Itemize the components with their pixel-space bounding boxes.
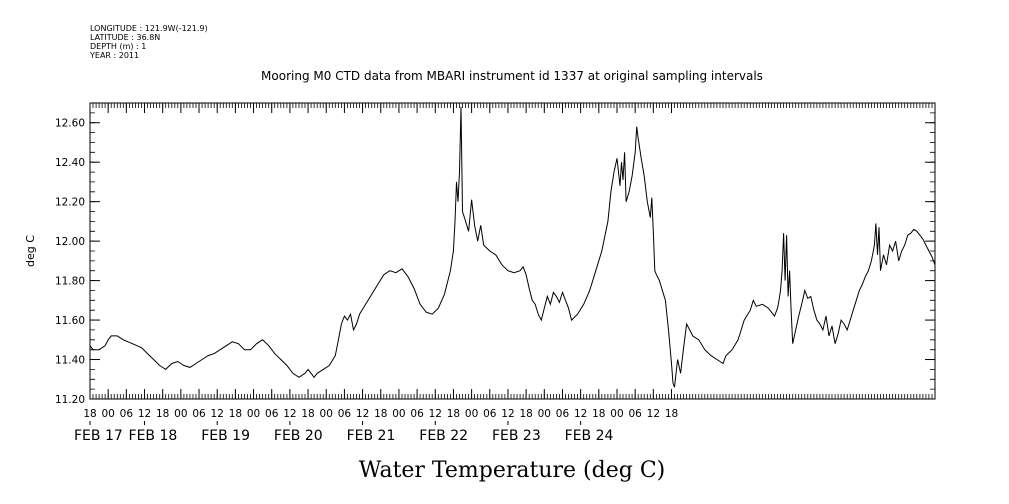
x-tick-label: 12 <box>574 408 587 420</box>
longitude-label: LONGITUDE : 121.9W(-121.9) <box>90 24 208 33</box>
x-tick-label: 00 <box>610 408 623 420</box>
x-tick-label: 12 <box>211 408 224 420</box>
y-tick-label: 12.20 <box>55 197 85 209</box>
minor-tick-marks <box>89 102 936 400</box>
x-tick-label: 18 <box>447 408 460 420</box>
x-tick-label: 00 <box>392 408 405 420</box>
x-tick-label: 18 <box>229 408 242 420</box>
chart-title: Mooring M0 CTD data from MBARI instrumen… <box>261 69 763 83</box>
x-tick-label: 06 <box>410 408 424 420</box>
year-label: YEAR : 2011 <box>89 51 139 60</box>
x-tick-label: 06 <box>120 408 134 420</box>
x-tick-label: 12 <box>647 408 660 420</box>
date-label: FEB 20 <box>274 428 323 444</box>
x-tick-label: 00 <box>320 408 333 420</box>
date-label: FEB 21 <box>347 428 396 444</box>
x-tick-label: 06 <box>265 408 279 420</box>
x-tick-label: 18 <box>301 408 314 420</box>
x-tick-label: 18 <box>83 408 96 420</box>
date-axis: FEB 17 FEB 18 FEB 19 FEB 20 FEB 21 FEB 22 FEB … <box>74 421 614 444</box>
y-axis: 11.20 11.40 11.60 11.80 12.00 12.20 12.40 12.60 <box>55 118 935 406</box>
depth-label: DEPTH (m) : 1 <box>90 42 146 51</box>
x-tick-label: 18 <box>665 408 678 420</box>
x-tick-label: 06 <box>628 408 642 420</box>
x-tick-label: 06 <box>192 408 206 420</box>
minor-ticks <box>89 102 936 400</box>
y-tick-label: 11.20 <box>55 394 85 406</box>
x-tick-label: 00 <box>174 408 187 420</box>
x-tick-label: 18 <box>156 408 169 420</box>
x-tick-label: 06 <box>556 408 570 420</box>
x-tick-label: 06 <box>483 408 497 420</box>
y-tick-label: 11.40 <box>55 355 85 367</box>
date-label: FEB 23 <box>492 428 541 444</box>
chart-subtitle: Water Temperature (deg C) <box>359 458 666 483</box>
x-tick-label: 00 <box>538 408 551 420</box>
x-tick-label: 12 <box>138 408 151 420</box>
y-tick-label: 12.40 <box>55 157 85 169</box>
date-label: FEB 17 <box>74 428 123 444</box>
x-tick-label: 12 <box>356 408 369 420</box>
x-tick-label: 06 <box>338 408 352 420</box>
y-tick-label: 11.60 <box>55 315 85 327</box>
temperature-series-line <box>89 106 936 388</box>
x-tick-label: 18 <box>592 408 605 420</box>
x-tick-label: 00 <box>465 408 478 420</box>
plot-frame <box>89 102 936 400</box>
x-tick-label: 12 <box>283 408 296 420</box>
date-label: FEB 19 <box>201 428 250 444</box>
date-label: FEB 22 <box>419 428 468 444</box>
x-tick-label: 18 <box>519 408 532 420</box>
date-label: FEB 24 <box>565 428 614 444</box>
x-tick-label: 00 <box>247 408 260 420</box>
latitude-label: LATITUDE : 36.8N <box>90 33 160 42</box>
y-tick-label: 12.60 <box>55 118 85 130</box>
x-tick-label: 12 <box>429 408 442 420</box>
y-axis-label: deg C <box>24 235 37 267</box>
y-tick-label: 11.80 <box>55 276 85 288</box>
x-tick-label: 18 <box>374 408 387 420</box>
y-tick-label: 12.00 <box>55 236 85 248</box>
x-tick-label: 00 <box>101 408 114 420</box>
x-tick-label: 12 <box>501 408 514 420</box>
date-label: FEB 18 <box>129 428 178 444</box>
x-axis: 18 00 06 12 18 00 06 12 18 00 06 12 18 00 06 12 18 00 06 12… <box>83 103 678 420</box>
